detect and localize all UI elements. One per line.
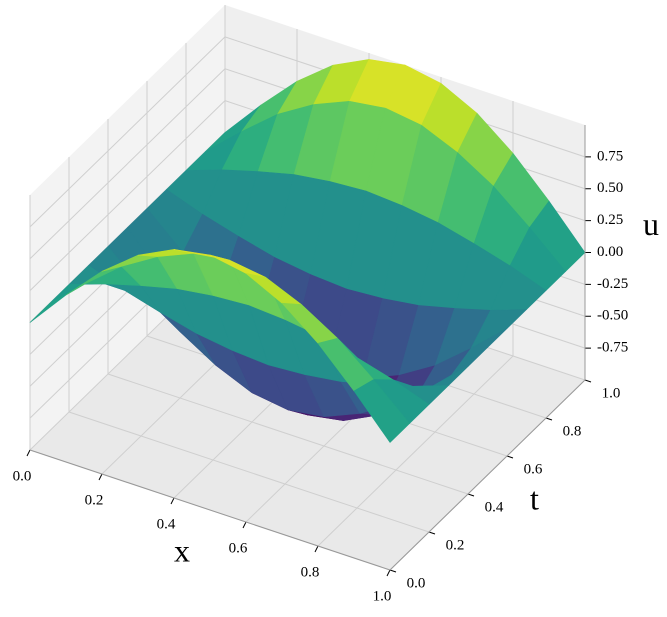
- x-tick-label: 0.4: [157, 516, 176, 532]
- y-tick-label: 0.2: [446, 537, 465, 553]
- grid-line: [29, 36, 226, 228]
- y-tick-label: 1.0: [602, 385, 621, 401]
- x-axis-label: x: [174, 532, 190, 568]
- z-tick-label: 0.50: [597, 180, 623, 196]
- z-tick-label: -0.25: [597, 276, 628, 292]
- y-tick-label: 0.6: [524, 461, 543, 477]
- x-tick: [170, 497, 175, 505]
- x-tick-label: 0.0: [13, 468, 32, 484]
- surface: [29, 59, 586, 443]
- x-tick-label: 0.2: [85, 492, 104, 508]
- x-tick: [242, 521, 247, 529]
- grid-line: [107, 373, 469, 495]
- y-tick: [428, 531, 436, 535]
- y-tick: [389, 569, 397, 573]
- z-tick-label: 0.25: [597, 212, 623, 228]
- y-tick-label: 0.0: [407, 575, 426, 591]
- y-tick: [545, 417, 553, 421]
- y-tick: [467, 493, 475, 497]
- x-tick-label: 0.8: [301, 564, 320, 580]
- x-tick: [386, 569, 391, 577]
- y-axis-label: t: [530, 480, 539, 516]
- z-axis-label: u: [643, 206, 659, 242]
- y-axis-line: [389, 379, 586, 571]
- surface-patch: [353, 379, 410, 443]
- y-tick: [506, 455, 514, 459]
- z-tick-label: -0.50: [597, 308, 628, 324]
- x-tick: [98, 473, 103, 481]
- grid-line: [29, 68, 226, 260]
- y-tick-label: 0.8: [563, 423, 582, 439]
- z-tick-label: 0.75: [597, 148, 623, 164]
- z-tick-label: 0.00: [597, 244, 623, 260]
- x-tick-label: 0.6: [229, 540, 248, 556]
- y-tick: [584, 379, 592, 383]
- z-tick-label: -0.75: [597, 340, 628, 356]
- y-tick-label: 0.4: [485, 499, 504, 515]
- x-axis-line: [29, 449, 391, 571]
- x-tick-label: 1.0: [373, 588, 392, 604]
- grid-line: [29, 100, 226, 291]
- grid-line: [317, 355, 514, 547]
- labels: 0.0 0.2 0.4 0.6 0.8 1.0 0.0 0.2 0.4 0.6 0.8 1.0 -0.7…: [13, 125, 659, 604]
- grid-line: [68, 411, 430, 533]
- x-tick: [26, 449, 31, 457]
- x-tick: [314, 545, 319, 553]
